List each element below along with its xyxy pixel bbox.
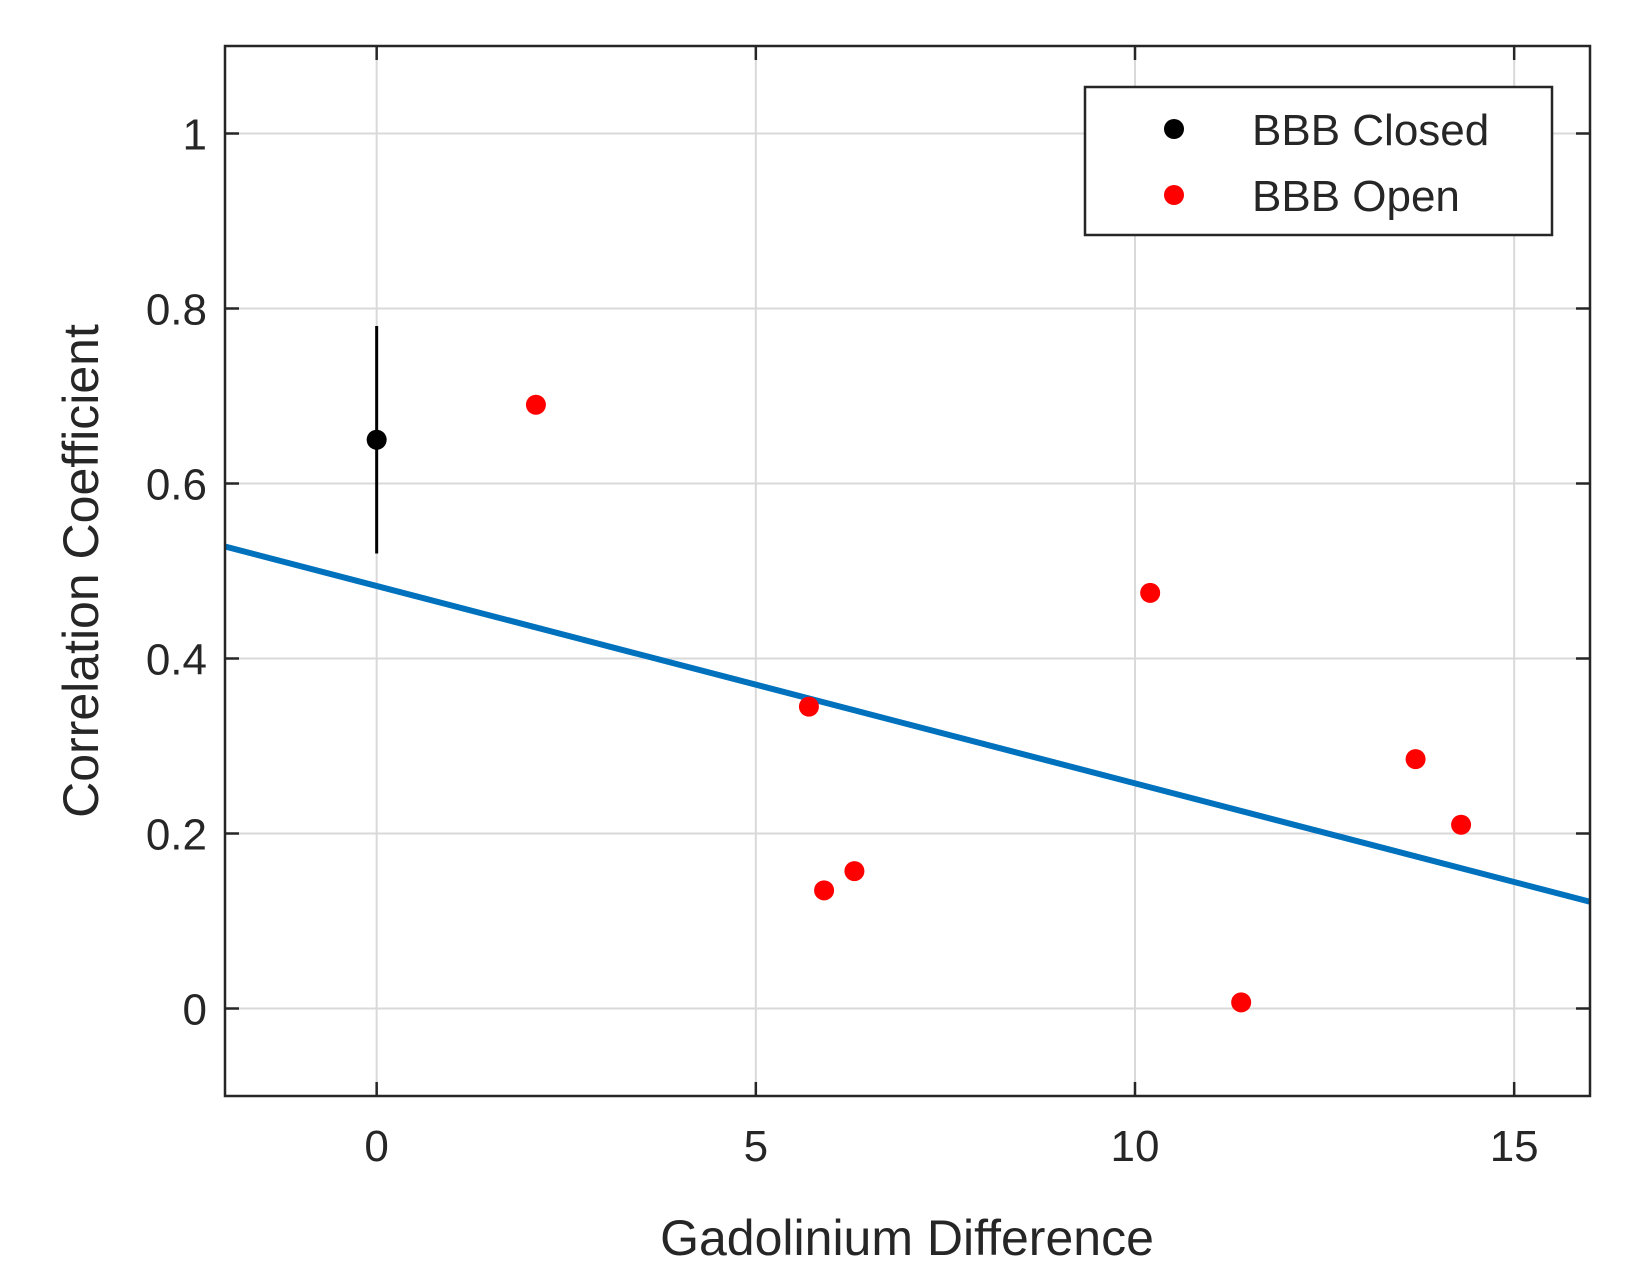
bbb-open-point-4 (1140, 582, 1161, 603)
y-tick-label-1: 1 (183, 111, 207, 160)
plot-data (224, 326, 1591, 1013)
bbb-open-point-0 (525, 394, 546, 415)
bbb-closed-point-0 (366, 429, 387, 450)
bbb-open-point-3 (844, 861, 865, 882)
x-tick-label-0: 0 (364, 1122, 388, 1171)
bbb-open-point-2 (814, 880, 835, 901)
bbb-open-point-7 (1451, 814, 1472, 835)
tick-marks (225, 46, 1590, 1096)
x-tick-label-15: 15 (1490, 1122, 1539, 1171)
legend: BBB Closed BBB Open (1083, 85, 1554, 237)
y-tick-label-0-8: 0.8 (146, 286, 207, 335)
legend-label-bbb-closed: BBB Closed (1252, 106, 1489, 155)
y-axis-title: Correlation Coefficient (53, 324, 109, 818)
x-axis-title: Gadolinium Difference (660, 1210, 1154, 1266)
bbb-open-point-5 (1231, 992, 1252, 1013)
axes-frame (223, 44, 1592, 1098)
x-tick-label-5: 5 (744, 1122, 768, 1171)
legend-label-bbb-open: BBB Open (1252, 172, 1460, 221)
grid-lines (225, 46, 1590, 1096)
y-tick-label-0-6: 0.6 (146, 461, 207, 510)
y-tick-label-0: 0 (183, 986, 207, 1035)
legend-box (1083, 85, 1554, 237)
legend-marker-bbb-open (1164, 185, 1184, 205)
fit-line (224, 543, 1591, 905)
tick-labels: 0 5 10 15 0 0.2 0.4 0.6 0.8 1 (146, 111, 1539, 1172)
bbb-open-point-1 (798, 696, 819, 717)
y-tick-label-0-4: 0.4 (146, 636, 207, 685)
bbb-open-point-6 (1405, 749, 1426, 770)
legend-marker-bbb-closed (1164, 119, 1184, 139)
y-tick-label-0-2: 0.2 (146, 811, 207, 860)
x-tick-label-10: 10 (1111, 1122, 1160, 1171)
